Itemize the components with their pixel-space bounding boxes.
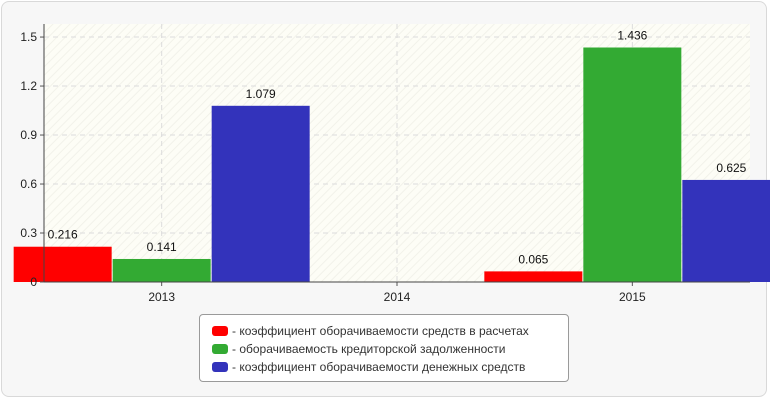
legend-label: - оборачиваемость кредиторской задолженн…	[232, 342, 506, 356]
bar-2013-series-2[interactable]	[211, 105, 310, 282]
legend: - коэффициент оборачиваемости средств в …	[199, 314, 569, 382]
bar-2013-series-0[interactable]	[13, 246, 112, 282]
legend-swatch	[212, 362, 228, 372]
data-label: 0.065	[518, 252, 548, 266]
y-tick-label: 1.2	[20, 79, 37, 93]
y-tick-label: 0.3	[20, 226, 37, 240]
y-tick-label: 1.5	[20, 30, 37, 44]
legend-item-0[interactable]: - коэффициент оборачиваемости средств в …	[212, 322, 568, 340]
x-tick-label: 2014	[384, 290, 411, 304]
data-label: 0.216	[48, 228, 78, 242]
data-label: 1.079	[246, 87, 276, 101]
bars	[13, 47, 770, 282]
y-tick-label: 0.6	[20, 177, 37, 191]
legend-label: - коэффициент оборачиваемости денежных с…	[232, 360, 526, 374]
bar-2015-series-0[interactable]	[484, 271, 583, 282]
data-label: 0.141	[147, 240, 177, 254]
legend-item-2[interactable]: - коэффициент оборачиваемости денежных с…	[212, 358, 568, 376]
bar-2015-series-1[interactable]	[583, 47, 682, 282]
legend-label: - коэффициент оборачиваемости средств в …	[232, 324, 529, 338]
axes: 0 0.3 0.6 0.9 1.2 1.5 2013 2014 2015	[20, 24, 750, 304]
data-label: 1.436	[617, 29, 647, 43]
legend-item-1[interactable]: - оборачиваемость кредиторской задолженн…	[212, 340, 568, 358]
x-tick-label: 2015	[619, 290, 646, 304]
bar-2015-series-2[interactable]	[682, 179, 770, 282]
bar-2013-series-1[interactable]	[112, 258, 211, 282]
data-labels: 0.216 0.141 1.079 0.065 1.436 0.625	[48, 29, 747, 267]
x-tick-label: 2013	[148, 290, 175, 304]
y-tick-label: 0	[30, 275, 37, 289]
legend-swatch	[212, 326, 228, 336]
legend-swatch	[212, 344, 228, 354]
data-label: 0.625	[716, 161, 746, 175]
y-tick-label: 0.9	[20, 128, 37, 142]
